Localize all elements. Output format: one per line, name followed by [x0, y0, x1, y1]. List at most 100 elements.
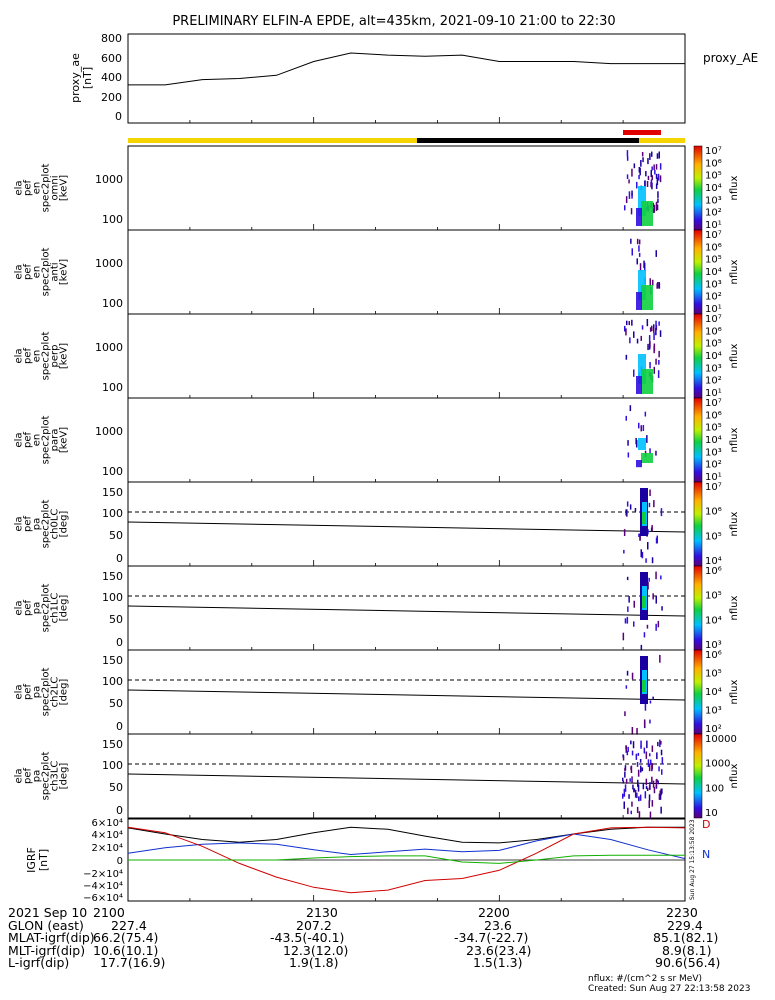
- pa-1-ylabel-4: ch1LC: [50, 593, 61, 624]
- footer-row-mlat: MLAT-igrf(dip) 66.2(75.4) -43.5(-40.1) -…: [8, 930, 768, 945]
- ae-ytick-200: 200: [101, 91, 122, 104]
- pitch-angle-panels: 150100500elapefpaspec2plotch0LC[deg]10⁷1…: [14, 481, 740, 819]
- energy-3-cb-tick-5: 10²: [705, 460, 722, 471]
- pa-1-ytick-2: 50: [109, 613, 123, 626]
- created-stamp: Created: Sun Aug 27 22:13:58 2023: [588, 984, 751, 994]
- pa-2-ylabel-3: spec2plot: [41, 668, 52, 717]
- energy-0-ylabel-0: ela: [14, 180, 25, 195]
- ae-ytick-600: 600: [101, 52, 122, 65]
- footer-l-2: 1.9(1.8): [289, 955, 339, 970]
- energy-1-ylabel-5: [keV]: [59, 259, 70, 285]
- energy-0-cb-tick-6: 10¹: [705, 220, 722, 231]
- energy-2-ylabel-2: en: [32, 350, 43, 363]
- energy-3-cb-tick-1: 10⁶: [705, 410, 722, 421]
- pa-1-ylabel-2: pa: [32, 602, 43, 614]
- igrf-ytick-4: 0: [117, 856, 123, 867]
- ae-legend: proxy_AE: [703, 51, 758, 65]
- pa-2-ytick-1: 100: [102, 675, 123, 688]
- footer-label-mlt: MLT-igrf(dip): [8, 942, 86, 958]
- pa-3-ytick-3: 0: [116, 804, 123, 817]
- pa-2-cb-tick-3: 10³: [705, 706, 722, 717]
- footer-glon-1: 227.4: [111, 917, 147, 933]
- pa-1-ylabel-5: [deg]: [59, 595, 70, 622]
- energy-0-ylabel-4: omni: [50, 176, 61, 201]
- footer-label-l: L-igrf(dip): [8, 955, 70, 970]
- energy-2-ylabel-4: perp: [50, 345, 61, 368]
- energy-2-ylabel-3: spec2plot: [41, 332, 52, 381]
- footer-glon-3: 23.6: [484, 917, 512, 933]
- igrf-line-blue: [127, 833, 686, 860]
- energy-0-ytick-1000: 1000: [95, 173, 123, 186]
- energy-2-cb-label: nflux: [729, 343, 740, 368]
- proxy-ae-panel: 800 600 400 200 0 proxy_ae [nT] proxy_AE: [69, 32, 758, 124]
- footer-mlat-4: 85.1(82.1): [653, 930, 719, 945]
- pa-3-cb-tick-3: 10: [705, 808, 718, 819]
- energy-0-cb-tick-5: 10²: [705, 208, 722, 219]
- pa-1-ylabel-1: pef: [23, 600, 34, 617]
- energy-0-ylabel-5: [keV]: [59, 175, 70, 201]
- ephemeris-footer: 2021 Sep 10 2100 2130 2200 2230 GLON (ea…: [8, 905, 768, 970]
- igrf-legend-n: N: [702, 848, 710, 861]
- energy-1-cb-tick-6: 10¹: [705, 304, 722, 315]
- pa-0-ytick-3: 0: [116, 552, 123, 565]
- pa-0-colorbar: [693, 481, 703, 567]
- pa-2-ylabel-4: ch2LC: [50, 677, 61, 708]
- pa-0-cb-tick-2: 10⁵: [705, 531, 722, 542]
- ae-ytick-0: 0: [115, 110, 122, 123]
- energy-3-ylabel-3: spec2plot: [41, 416, 52, 465]
- energy-3-ylabel-5: [keV]: [59, 427, 70, 453]
- energy-2-colorbar: [693, 313, 703, 399]
- energy-3-ylabel-2: en: [32, 434, 43, 447]
- energy-1-cb-tick-5: 10²: [705, 292, 722, 303]
- sunlight-bar-2: [639, 138, 685, 143]
- footer-mlt-4: 8.9(8.1): [662, 942, 712, 958]
- shadow-bar: [417, 138, 639, 143]
- energy-0-cb-tick-3: 10⁴: [705, 183, 722, 194]
- footer-l-1: 17.7(16.9): [100, 955, 166, 970]
- pa-0-cb-tick-3: 10⁴: [705, 556, 722, 567]
- pa-1-cb-tick-1: 10⁵: [705, 591, 722, 602]
- energy-3-cb-tick-2: 10⁵: [705, 423, 722, 434]
- energy-0-ylabel-1: pef: [23, 180, 34, 197]
- footer-mlt-3: 23.6(23.4): [466, 942, 532, 958]
- energy-2-ylabel-1: pef: [23, 348, 34, 365]
- energy-2-ylabel-0: ela: [14, 348, 25, 363]
- igrf-legend-d: D: [702, 818, 710, 831]
- pa-2-colorbar: [693, 649, 703, 735]
- footer-mlat-2: -43.5(-40.1): [270, 930, 345, 945]
- energy-1-ylabel-2: en: [32, 266, 43, 279]
- energy-2-cb-tick-5: 10²: [705, 376, 722, 387]
- energy-0-cb-tick-0: 10⁷: [705, 146, 722, 157]
- energy-2-cb-tick-4: 10³: [705, 363, 722, 374]
- pa-2-cb-tick-2: 10⁴: [705, 687, 722, 698]
- footer-time-3: 2200: [478, 905, 510, 920]
- pa-2-cb-tick-4: 10²: [705, 724, 722, 735]
- igrf-line-black: [127, 826, 685, 844]
- pa-1-cb-tick-2: 10⁴: [705, 615, 722, 626]
- energy-panels: 1000100elapefenspec2plotomni[keV]10⁷10⁶1…: [14, 145, 740, 483]
- energy-0-ytick-100: 100: [102, 213, 123, 226]
- energy-1-ylabel-1: pef: [23, 264, 34, 281]
- energy-3-cb-tick-6: 10¹: [705, 472, 722, 483]
- pa-2-ylabel-0: ela: [14, 684, 25, 699]
- footer-mlat-3: -34.7(-22.7): [454, 930, 529, 945]
- energy-1-cb-label: nflux: [729, 259, 740, 284]
- energy-2-cb-tick-0: 10⁷: [705, 314, 722, 325]
- energy-3-ytick-1000: 1000: [95, 425, 123, 438]
- pa-2-ytick-2: 50: [109, 697, 123, 710]
- pa-2-ylabel-1: pef: [23, 684, 34, 701]
- footer-time-4: 2230: [666, 905, 698, 920]
- igrf-ylabel-1: IGRF: [25, 847, 38, 873]
- energy-1-cb-tick-2: 10⁵: [705, 255, 722, 266]
- pa-3-cb-label: nflux: [729, 763, 740, 788]
- energy-3-cb-label: nflux: [729, 427, 740, 452]
- footer-row-time: 2021 Sep 10 2100 2130 2200 2230: [8, 905, 768, 920]
- pa-3-cb-tick-2: 100: [705, 783, 724, 794]
- pa-3-ytick-1: 100: [102, 759, 123, 772]
- energy-1-colorbar: [693, 229, 703, 315]
- footer-mlt-1: 10.6(10.1): [93, 942, 159, 958]
- pa-2-ylabel-5: [deg]: [59, 679, 70, 706]
